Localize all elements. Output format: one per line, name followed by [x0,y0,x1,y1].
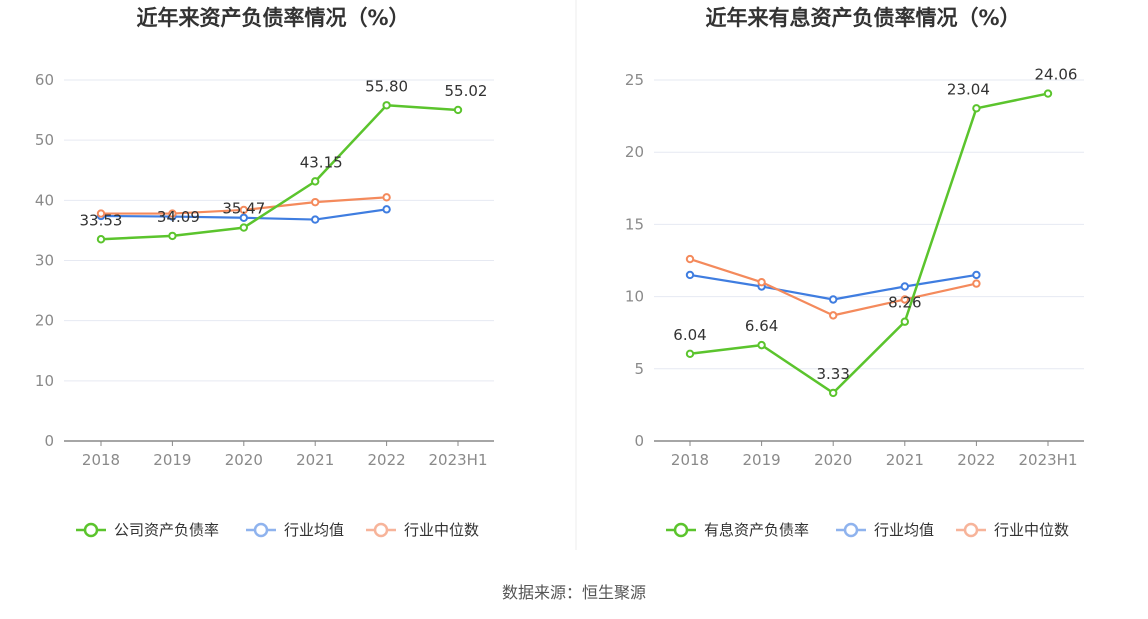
y-tick-label: 10 [35,372,54,390]
data-point [168,209,177,218]
data-point [168,231,177,241]
data-label: 55.80 [365,77,408,95]
data-point [382,193,391,202]
data-label: 24.06 [1035,66,1078,84]
series-line-0 [689,92,1049,395]
data-point [900,282,909,291]
data-point [382,205,391,214]
y-tick-label: 10 [625,288,644,306]
legend-label: 行业均值 [874,521,934,539]
data-point [239,205,249,215]
data-label: 3.33 [816,365,849,383]
y-tick-label: 0 [44,432,54,450]
chart-debt-ratio: 近年来资产负债率情况（%） 0 10 20 30 40 50 60 2018 2019 2020 20… [35,6,494,539]
chart-title: 近年来有息资产负债率情况（%） [705,6,1020,30]
data-point [829,388,838,398]
y-tick-label: 25 [625,71,644,89]
y-tick-label: 20 [35,312,54,330]
legend-marker [83,522,99,538]
data-label: 8.26 [888,294,921,312]
series-line-2 [689,258,977,317]
legend-label: 行业均值 [284,521,344,539]
data-point [972,270,981,280]
data-point [685,270,695,280]
legend-label: 公司资产负债率 [114,521,219,539]
y-tick-label: 15 [625,215,644,233]
data-label: 55.02 [445,82,488,100]
data-point [972,104,981,113]
x-tick-label: 2019 [153,451,191,469]
y-tick-label: 20 [625,143,644,161]
legend-label: 有息资产负债率 [704,521,809,539]
legend-label: 行业中位数 [404,521,479,539]
data-point [96,209,106,218]
data-label: 43.15 [300,153,343,171]
y-tick-label: 5 [634,360,644,378]
y-tick-label: 50 [35,131,54,149]
data-label: 23.04 [947,80,990,98]
chart-title: 近年来资产负债率情况（%） [136,6,409,30]
data-point [96,235,106,244]
y-tick-label: 0 [634,432,644,450]
y-tick-label: 40 [35,191,54,209]
data-point [685,349,695,358]
source-note: 数据来源：恒生聚源 [502,583,646,602]
data-label: 35.47 [222,200,265,218]
data-point [829,295,838,304]
data-point [311,215,320,224]
x-tick-label: 2020 [814,451,852,469]
y-tick-label: 30 [35,252,54,270]
legend-marker [373,522,389,538]
x-tick-label: 2020 [225,451,263,469]
data-point [1043,89,1053,98]
data-point [685,254,695,264]
y-tick-label: 60 [35,71,54,89]
data-point [829,311,838,320]
data-point [757,340,766,350]
legend-marker [843,522,859,538]
x-tick-label: 2023H1 [1019,451,1078,469]
data-point [972,279,981,288]
data-point [757,277,766,287]
x-tick-label: 2018 [671,451,709,469]
data-point [311,177,320,186]
legend-label: 行业中位数 [994,521,1069,539]
data-point [239,213,249,222]
legend-marker [673,522,689,538]
data-label: 6.04 [673,326,706,344]
x-tick-label: 2018 [82,451,120,469]
data-point [239,223,249,232]
data-label: 6.64 [745,317,778,335]
x-tick-label: 2022 [957,451,995,469]
x-tick-label: 2021 [296,451,334,469]
x-tick-label: 2022 [368,451,406,469]
data-point [382,101,391,110]
data-point [311,197,320,207]
chart-interest-debt-ratio: 近年来有息资产负债率情况（%） 0 5 10 15 20 25 2018 2019 2020 202… [625,6,1084,539]
x-tick-label: 2023H1 [429,451,488,469]
data-label: 33.53 [80,211,123,229]
series-line-0 [100,104,459,241]
data-point [900,295,909,304]
data-point [900,317,909,326]
x-tick-label: 2021 [886,451,924,469]
data-label: 34.09 [157,208,200,226]
legend-marker [963,522,979,538]
data-point [453,105,463,115]
legend-marker [253,522,269,538]
x-tick-label: 2019 [743,451,781,469]
